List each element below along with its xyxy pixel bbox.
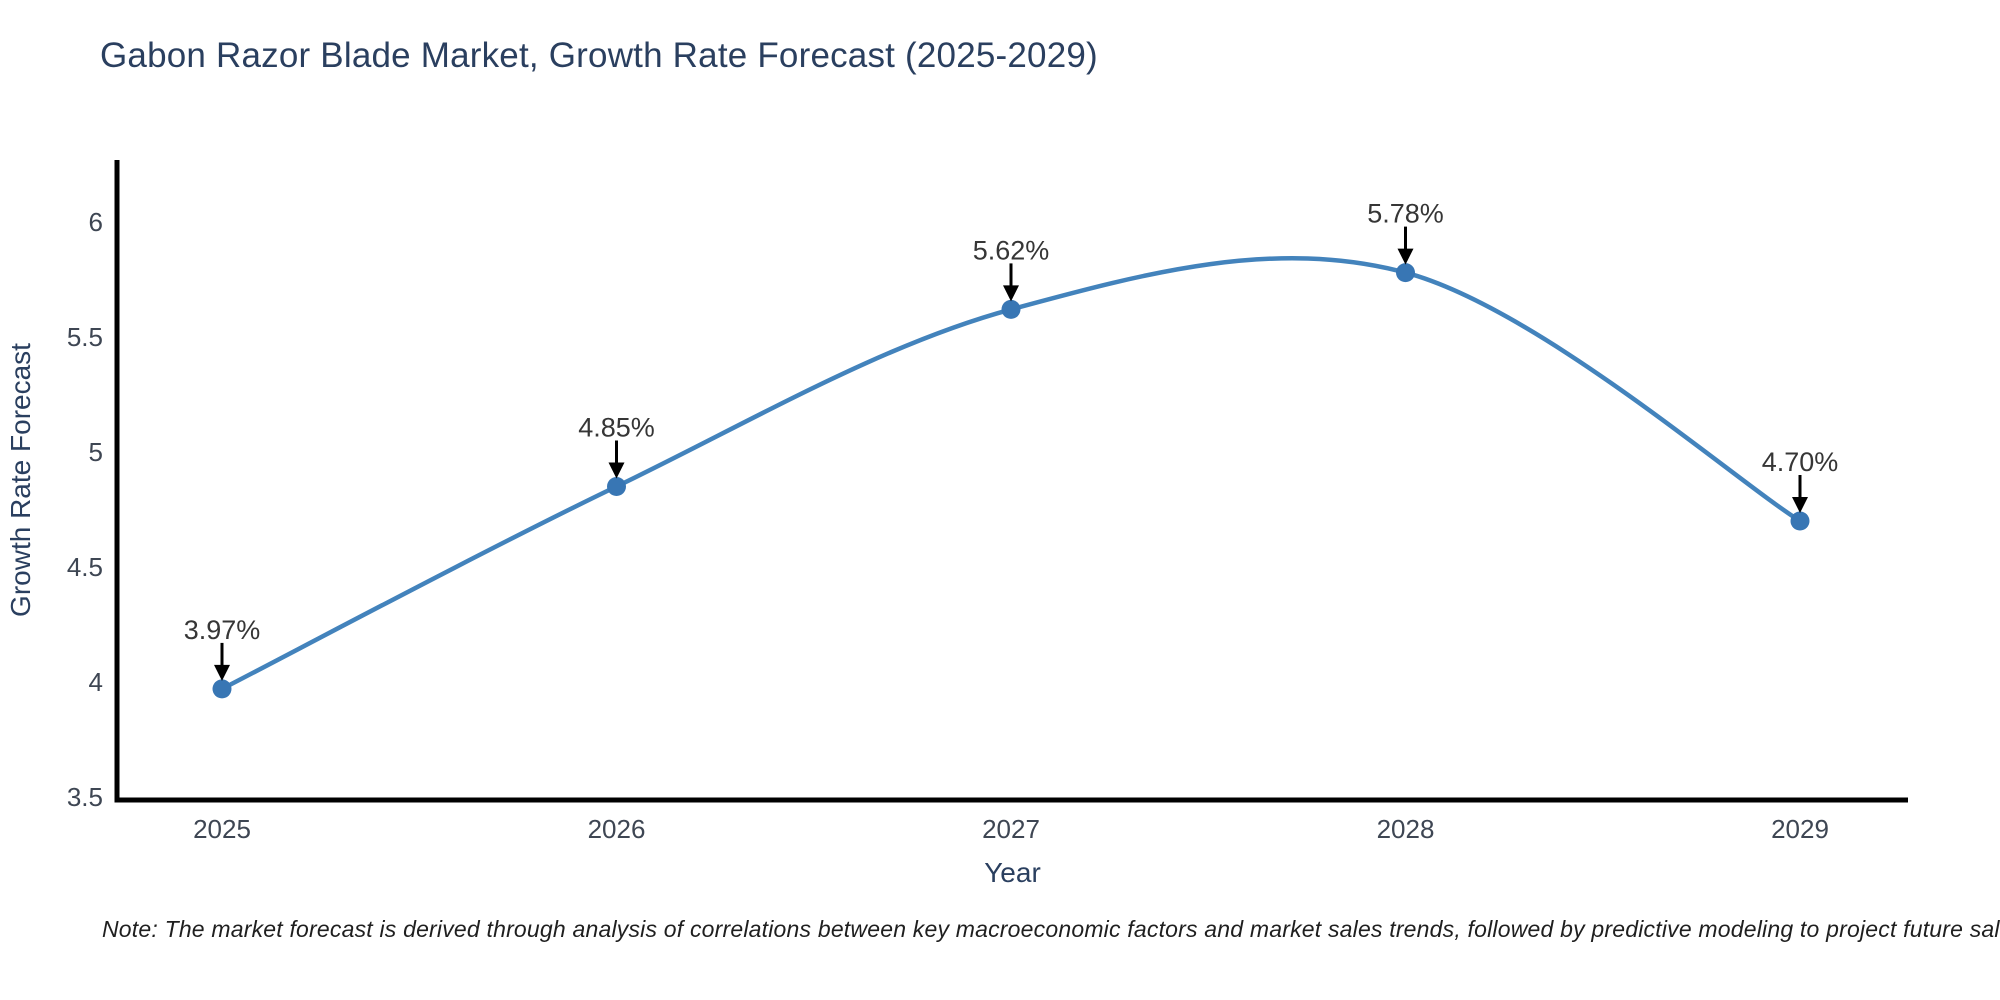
point-annotation: 4.70% (1762, 447, 1839, 513)
annotation-arrow-head (608, 462, 625, 479)
y-tick-label: 4 (89, 667, 103, 697)
x-tick-labels: 2025 2026 2027 2028 2029 (193, 814, 1829, 844)
annotation-arrow-head (214, 664, 230, 681)
x-axis-title: Year (984, 857, 1041, 888)
data-point-marker[interactable] (1790, 511, 1810, 531)
annotation-label: 5.62% (973, 235, 1050, 265)
y-axis-title: Growth Rate Forecast (5, 343, 36, 617)
x-tick-label: 2026 (588, 814, 646, 844)
x-tick-label: 2025 (193, 814, 251, 844)
annotations: 3.97% 4.85% 5.62% 5.78% 4.70% (184, 199, 1839, 681)
x-tick-label: 2027 (982, 814, 1040, 844)
annotation-label: 4.85% (578, 413, 655, 443)
y-tick-label: 4.5 (67, 552, 103, 582)
data-point-marker[interactable] (1396, 263, 1415, 283)
y-tick-label: 6 (89, 207, 103, 237)
y-tick-label: 5 (89, 437, 103, 467)
data-point-marker[interactable] (1001, 299, 1021, 319)
trend-line (219, 255, 1803, 692)
annotation-label: 3.97% (184, 615, 261, 645)
x-tick-label: 2028 (1377, 814, 1435, 844)
point-annotation: 3.97% (184, 615, 261, 681)
point-annotation: 4.85% (578, 413, 655, 479)
annotation-label: 4.70% (1762, 447, 1839, 477)
annotation-arrow-head (1397, 248, 1414, 265)
annotation-label: 5.78% (1367, 199, 1444, 229)
data-point-marker[interactable] (212, 679, 232, 699)
annotation-arrow-head (1792, 497, 1808, 513)
y-tick-label: 5.5 (67, 322, 103, 352)
y-tick-labels: 3.5 4 4.5 5 5.5 6 (67, 207, 103, 812)
point-annotation: 5.62% (973, 235, 1050, 302)
point-annotation: 5.78% (1367, 199, 1444, 265)
footnote: Note: The market forecast is derived thr… (102, 916, 2000, 942)
annotation-arrow-head (1003, 285, 1019, 302)
chart-title: Gabon Razor Blade Market, Growth Rate Fo… (100, 36, 1098, 75)
data-point-markers (212, 263, 1810, 699)
y-tick-label: 3.5 (67, 782, 103, 812)
data-point-marker[interactable] (607, 477, 626, 496)
x-tick-label: 2029 (1771, 814, 1829, 844)
